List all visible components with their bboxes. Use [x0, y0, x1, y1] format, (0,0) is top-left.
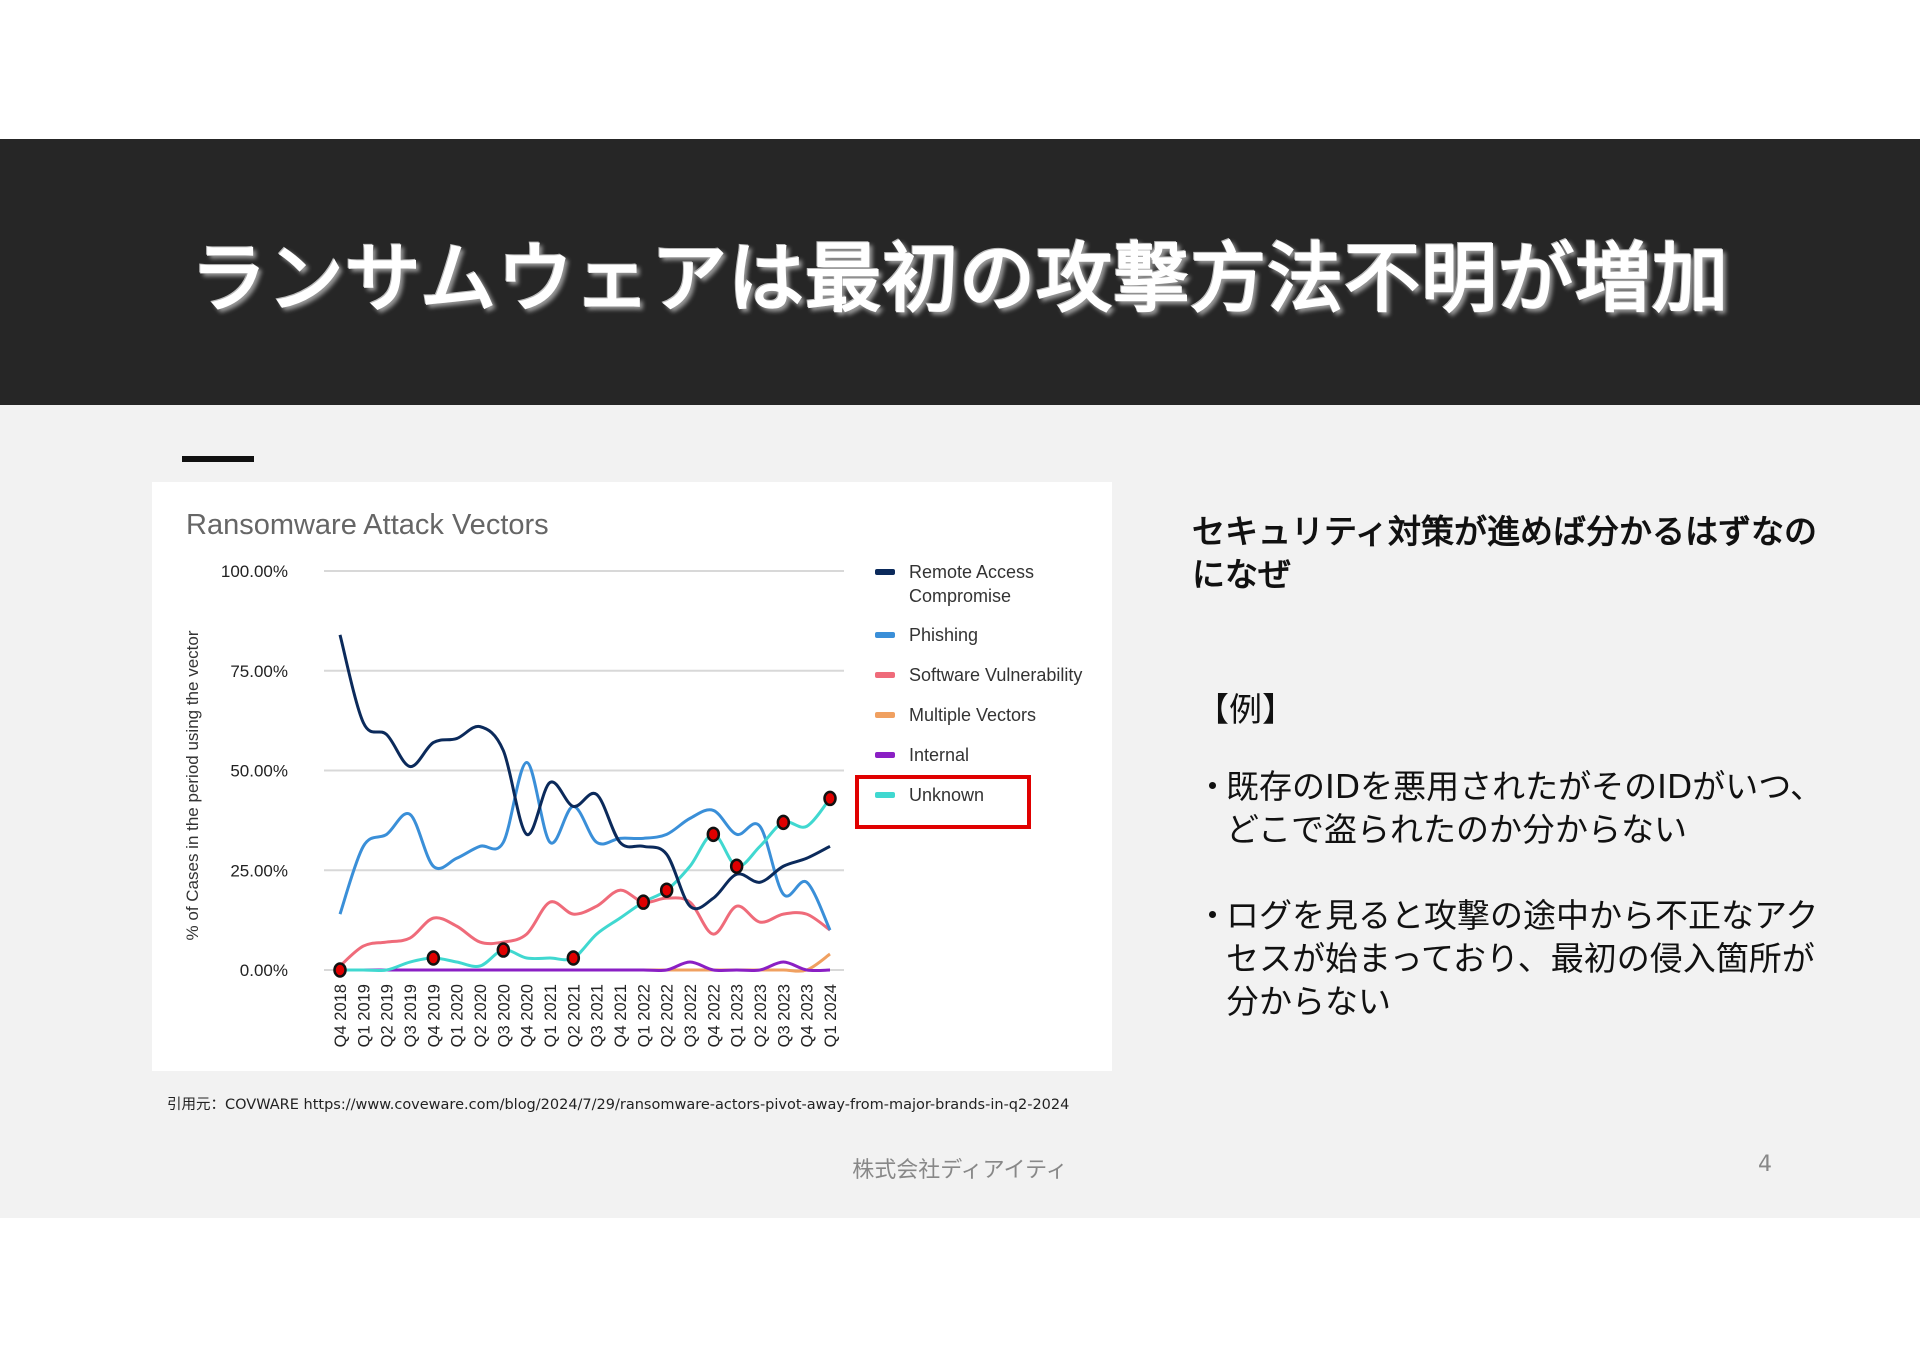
x-tick-label: Q3 2020 — [495, 984, 513, 1047]
unknown-marker — [566, 950, 581, 966]
y-tick-label: 100.00% — [221, 562, 288, 581]
series-line-unknown — [340, 797, 832, 973]
page-number: 4 — [1758, 1152, 1772, 1177]
bullet-item: ・ ログを見ると攻撃の途中から不正なアクセスが始まっており、最初の侵入箇所が分か… — [1196, 894, 1836, 1023]
y-tick-label: 50.00% — [230, 762, 288, 781]
legend-label: Remote Access — [909, 562, 1034, 582]
x-tick-label: Q1 2023 — [729, 984, 747, 1047]
x-tick-label: Q3 2022 — [682, 984, 700, 1047]
x-tick-label: Q2 2020 — [472, 984, 490, 1047]
x-tick-label: Q4 2021 — [612, 984, 630, 1047]
accent-line — [182, 456, 254, 462]
series-line-internal — [340, 960, 831, 973]
legend-label: Multiple Vectors — [909, 705, 1036, 725]
example-label: 【例】 — [1196, 690, 1295, 729]
x-tick-label: Q2 2021 — [565, 984, 583, 1047]
slide-content: Ransomware Attack Vectors 0.00% 25.00% 50.0… — [0, 405, 1920, 1218]
x-tick-label: Q2 2019 — [379, 984, 397, 1047]
y-tick-label: 25.00% — [230, 861, 288, 880]
slide-title: ランサムウェアは最初の攻撃方法不明が増加 — [190, 234, 1730, 323]
legend-label: Phishing — [909, 625, 978, 645]
x-tick-label: Q3 2023 — [775, 984, 793, 1047]
legend-label: Unknown — [909, 785, 984, 805]
unknown-marker — [636, 894, 651, 910]
legend-label: Compromise — [909, 586, 1011, 606]
legend-swatch — [875, 672, 895, 678]
bullet-marker: ・ — [1196, 896, 1229, 935]
legend-swatch — [875, 712, 895, 718]
legend-swatch — [875, 752, 895, 758]
attack-vectors-chart: Ransomware Attack Vectors 0.00% 25.00% 50.0… — [183, 509, 1082, 1047]
unknown-marker — [776, 814, 791, 831]
series-line-remote-access-compromise — [338, 634, 831, 911]
x-tick-label: Q2 2023 — [752, 984, 770, 1047]
x-tick-label: Q1 2020 — [449, 984, 467, 1047]
series-line-software-vulnerability — [338, 888, 831, 968]
x-tick-label: Q3 2019 — [402, 984, 420, 1047]
x-tick-label: Q4 2022 — [705, 984, 723, 1047]
y-tick-label: 75.00% — [230, 662, 288, 681]
unknown-marker — [706, 826, 721, 843]
x-tick-label: Q2 2022 — [659, 984, 677, 1047]
unknown-marker — [659, 882, 674, 898]
legend-label: Software Vulnerability — [909, 665, 1082, 685]
y-tick-label: 0.00% — [240, 961, 288, 980]
x-tick-label: Q4 2023 — [799, 984, 817, 1047]
legend-label: Internal — [909, 745, 969, 765]
chart-title: Ransomware Attack Vectors — [186, 509, 549, 541]
highlight-box — [855, 775, 1031, 829]
unknown-marker — [333, 962, 347, 978]
x-tick-label: Q3 2021 — [589, 984, 607, 1047]
x-tick-label: Q1 2021 — [542, 984, 560, 1047]
bullet-text: ログを見ると攻撃の途中から不正なアクセスが始まっており、最初の侵入箇所が分からな… — [1226, 896, 1819, 1021]
x-tick-label: Q4 2020 — [519, 984, 537, 1047]
unknown-marker — [426, 950, 441, 966]
x-tick-label: Q1 2024 — [822, 984, 840, 1047]
legend-swatch — [875, 569, 895, 575]
legend-swatch — [875, 792, 895, 798]
bullet-text: 既存のIDを悪用されたがそのIDがいつ、どこで盗られたのか分からない — [1226, 767, 1823, 849]
bullet-marker: ・ — [1196, 767, 1229, 806]
heading: セキュリティ対策が進めば分かるはずなのになぜ — [1192, 512, 1818, 594]
series-line-phishing — [338, 761, 832, 931]
legend-swatch — [875, 632, 895, 638]
x-tick-label: Q1 2019 — [355, 984, 373, 1047]
bullet-item: ・ 既存のIDを悪用されたがそのIDがいつ、どこで盗られたのか分からない — [1196, 765, 1836, 851]
x-tick-label: Q1 2022 — [635, 984, 653, 1047]
y-axis-label: % of Cases in the period using the vecto… — [183, 630, 202, 940]
title-band: ランサムウェアは最初の攻撃方法不明が増加 — [0, 139, 1920, 405]
unknown-marker — [496, 942, 511, 958]
citation: 引用元：COVWARE https://www.coveware.com/blo… — [167, 1097, 1070, 1113]
unknown-marker — [729, 858, 744, 875]
bullet-list: ・ 既存のIDを悪用されたがそのIDがいつ、どこで盗られたのか分からない ・ ロ… — [1196, 765, 1836, 1066]
x-tick-label: Q4 2018 — [332, 984, 350, 1047]
company-name: 株式会社ディアイティ — [852, 1158, 1068, 1183]
x-tick-label: Q4 2019 — [425, 984, 443, 1047]
chart-container: Ransomware Attack Vectors 0.00% 25.00% 50.0… — [152, 482, 1112, 1071]
unknown-marker — [823, 790, 837, 807]
